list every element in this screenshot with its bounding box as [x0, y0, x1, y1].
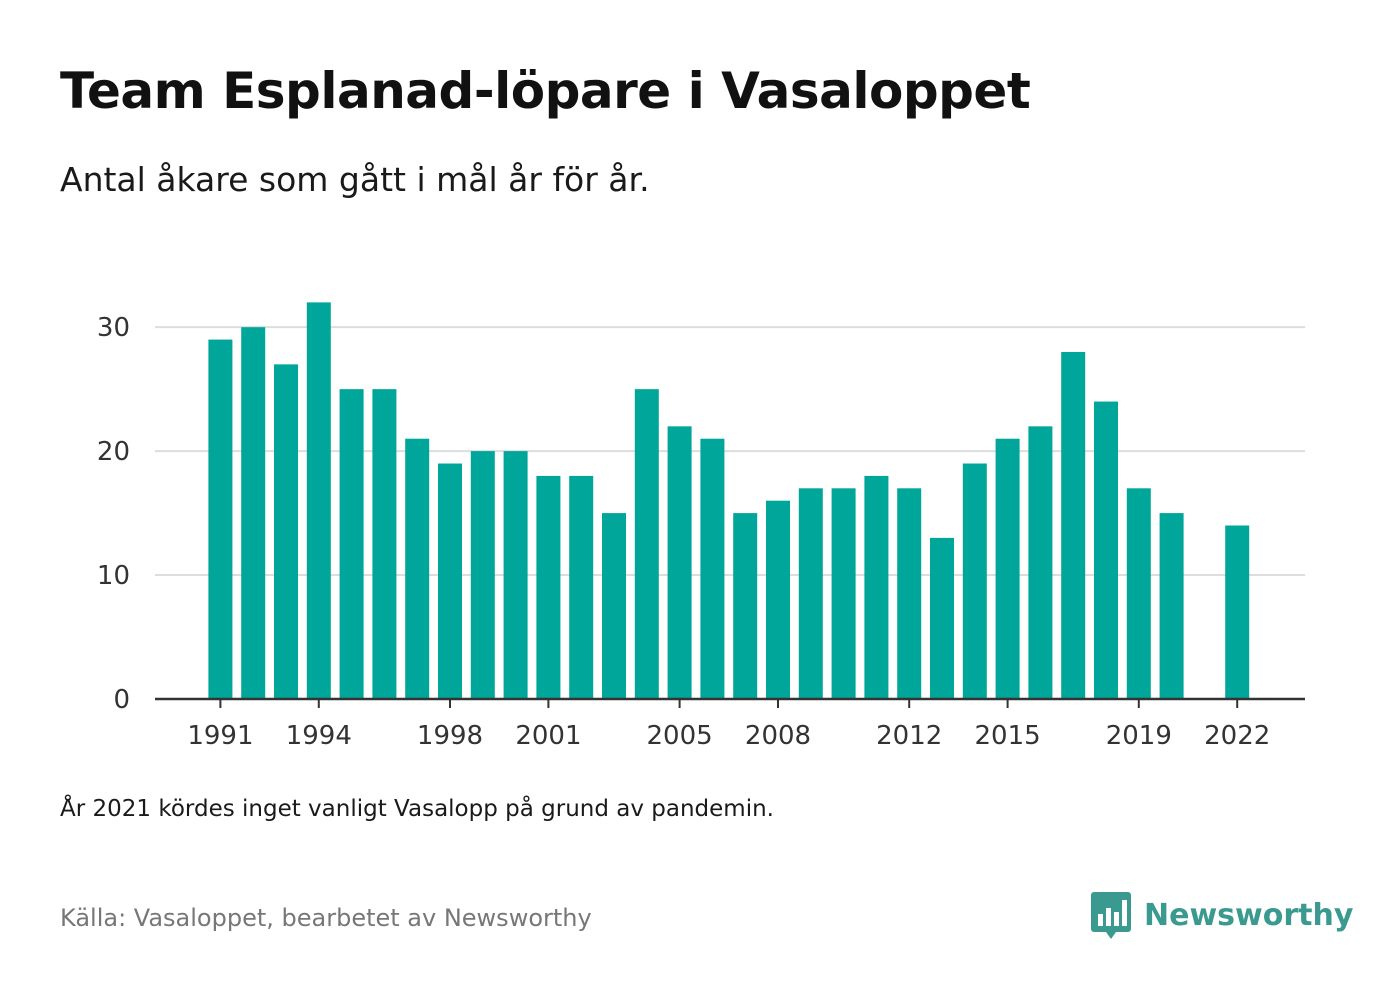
bar-1995: [339, 389, 364, 699]
bar-2015: [995, 438, 1020, 699]
bar-2012: [897, 488, 922, 699]
bar-2004: [634, 389, 659, 699]
source-credit: Källa: Vasaloppet, bearbetet av Newswort…: [60, 904, 592, 932]
x-tick-label: 2019: [1106, 721, 1172, 751]
bar-2008: [766, 500, 790, 699]
bar-2003: [602, 513, 626, 699]
x-tick-label: 2008: [745, 721, 811, 751]
bar-2009: [798, 488, 823, 699]
bar-1992: [241, 327, 266, 699]
bar-1994: [306, 302, 331, 699]
bar-2007: [733, 513, 758, 699]
x-tick-label: 2015: [975, 721, 1041, 751]
footnote: År 2021 kördes inget vanligt Vasalopp på…: [60, 796, 774, 822]
axes: 0 10 20 30 1991 1994 1998 2001 2005 2008 2012 2015 2…: [97, 313, 1305, 751]
bar-1997: [405, 438, 430, 699]
chart-title: Team Esplanad-löpare i Vasaloppet: [60, 62, 1031, 120]
bar-1996: [372, 389, 397, 699]
x-tick-label: 1998: [417, 721, 483, 751]
y-tick-label: 30: [97, 313, 130, 343]
bar-2013: [930, 537, 954, 699]
bar-2018: [1094, 401, 1118, 699]
x-tick-label: 2012: [876, 721, 942, 751]
brand-logo: Newsworthy: [1090, 890, 1353, 940]
bar-2011: [864, 475, 889, 699]
bar-2006: [700, 438, 725, 699]
bar-2001: [536, 475, 561, 699]
chart-subtitle: Antal åkare som gått i mål år för år.: [60, 160, 650, 199]
x-tick-label: 1994: [286, 721, 352, 751]
y-tick-label: 10: [97, 561, 130, 591]
bar-1999: [470, 451, 495, 699]
x-tick-label: 2005: [647, 721, 713, 751]
bar-2020: [1159, 513, 1184, 699]
bar-2017: [1061, 351, 1086, 699]
y-tick-label: 0: [113, 685, 130, 715]
bar-2022: [1225, 525, 1250, 699]
bar-2000: [503, 451, 528, 699]
x-tick-label: 2022: [1204, 721, 1270, 751]
bars: [208, 302, 1250, 699]
bar-2016: [1028, 426, 1053, 699]
bar-1993: [274, 364, 298, 699]
bar-2010: [831, 488, 856, 699]
bar-1998: [438, 463, 462, 699]
bar-2019: [1126, 488, 1151, 699]
x-tick-label: 1991: [187, 721, 253, 751]
y-tick-label: 20: [97, 437, 130, 467]
bar-2005: [667, 426, 692, 699]
x-tick-label: 2001: [515, 721, 581, 751]
brand-name: Newsworthy: [1144, 897, 1354, 933]
bar-chart-speech-bubble-icon: [1091, 892, 1131, 939]
bar-1991: [208, 339, 233, 699]
bar-2002: [569, 475, 594, 699]
bar-2014: [962, 463, 987, 699]
